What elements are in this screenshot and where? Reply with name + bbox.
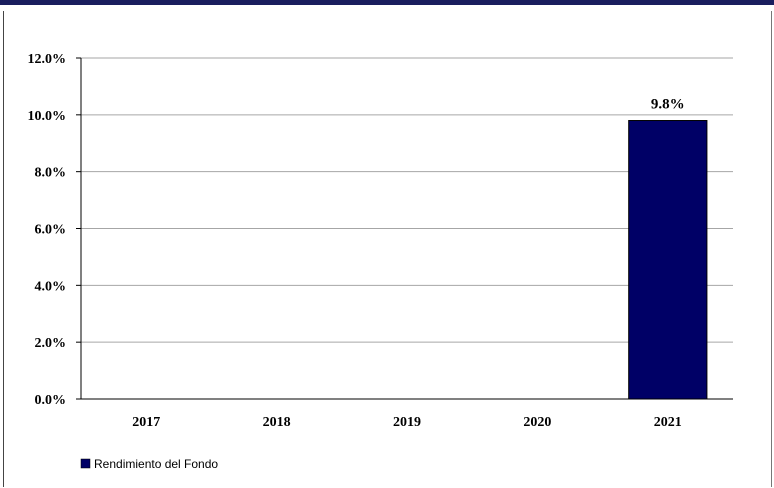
x-tick-label: 2021 [654,415,682,430]
chart-frame [3,11,772,487]
data-labels: 9.8% [651,97,685,113]
y-axis-tick-labels: 0.0% 2.0% 4.0% 6.0% 8.0% 10.0% 12.0% [28,52,67,408]
y-tick-label: 6.0% [35,223,67,238]
x-tick-label: 2018 [263,415,291,430]
legend-swatch [80,458,91,469]
gridlines [76,57,733,400]
y-tick-label: 2.0% [35,336,67,351]
data-label-2021: 9.8% [651,97,685,113]
legend-label: Rendimiento del Fondo [94,457,218,471]
x-tick-label: 2019 [393,415,421,430]
x-tick-label: 2017 [132,415,160,430]
top-border [0,0,774,5]
y-tick-label: 12.0% [28,52,67,67]
legend: Rendimiento del Fondo [80,457,218,471]
x-tick-label: 2020 [523,415,551,430]
y-tick-label: 10.0% [28,109,67,124]
y-tick-label: 4.0% [35,279,67,294]
x-axis-tick-labels: 2017 2018 2019 2020 2021 [132,415,682,430]
y-tick-label: 0.0% [35,393,67,408]
y-tick-label: 8.0% [35,166,67,181]
bars [628,120,708,400]
bar-2021 [628,120,708,400]
